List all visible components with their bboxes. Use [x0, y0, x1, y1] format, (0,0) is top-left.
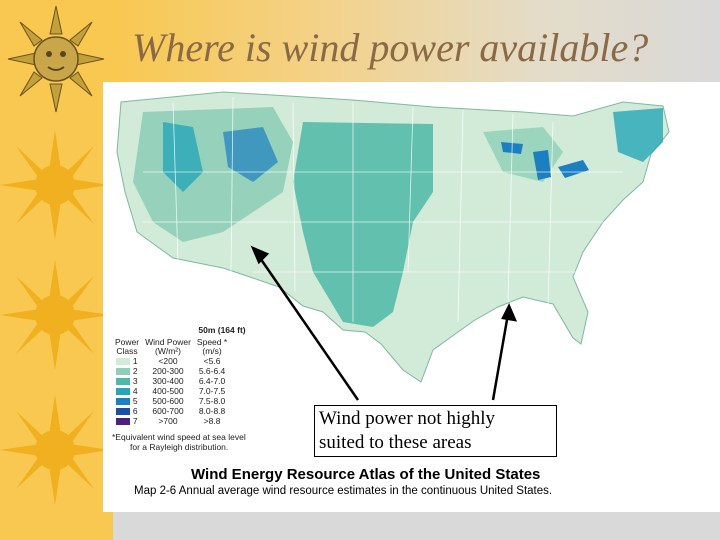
- legend-class: 2: [132, 366, 138, 376]
- legend-power: 200-300: [152, 366, 184, 376]
- sun-face-icon: [7, 5, 105, 113]
- legend-row: 4 400-500 7.0-7.5: [112, 386, 230, 396]
- arrow-southeast-head: [501, 303, 518, 322]
- legend-class: 3: [132, 376, 138, 386]
- legend-speed: 8.0-8.8: [198, 406, 226, 416]
- legend-speed: >8.8: [203, 416, 221, 426]
- legend-power: 400-500: [152, 386, 184, 396]
- annotation-arrows: [250, 245, 518, 401]
- lake-shape: [558, 160, 589, 178]
- annotation-line: Wind power not highly: [319, 408, 496, 429]
- legend-power: 600-700: [152, 406, 184, 416]
- legend-row: 7 >700 >8.8: [112, 416, 230, 426]
- map-legend: 50m (164 ft) Power Class Wind Power (W/m…: [112, 325, 302, 452]
- mountain-region: [163, 122, 203, 192]
- sun-burst-icon: [0, 395, 110, 505]
- legend-class: 7: [132, 416, 138, 426]
- legend-swatch: [116, 358, 131, 366]
- legend-speed: <5.6: [203, 356, 221, 366]
- legend-class: 1: [132, 356, 138, 366]
- sun-burst-icon: [0, 130, 110, 240]
- legend-heading: 50m (164 ft): [198, 325, 246, 335]
- arrow-west: [256, 254, 360, 401]
- sun-burst-icon: [0, 260, 110, 370]
- legend-class: 6: [132, 406, 138, 416]
- legend-header-row: Power Class Wind Power (W/m²) Speed * (m…: [112, 338, 230, 356]
- legend-swatch: [116, 368, 131, 376]
- legend-footnote-line: for a Rayleigh distribution.: [130, 442, 229, 452]
- arrow-southeast: [491, 313, 510, 401]
- legend-footnote: *Equivalent wind speed at sea level for …: [112, 432, 302, 452]
- bottom-band: [113, 512, 720, 540]
- state-boundaries: [143, 96, 623, 323]
- lake-shape: [533, 150, 551, 180]
- legend-col-header: Wind Power (W/m²): [145, 337, 191, 356]
- legend-swatch: [116, 418, 131, 426]
- legend-row: 3 300-400 6.4-7.0: [112, 376, 230, 386]
- arrow-west-head: [250, 245, 270, 265]
- annotation-box: Wind power not highly suited to these ar…: [314, 405, 557, 457]
- legend-col-header: Speed * (m/s): [196, 337, 228, 356]
- legend-class: 4: [132, 386, 138, 396]
- plains-high-wind-region: [293, 122, 433, 327]
- legend-row: 6 600-700 8.0-8.8: [112, 406, 230, 416]
- legend-swatch: [116, 398, 131, 406]
- legend-footnote-line: *Equivalent wind speed at sea level: [112, 432, 246, 442]
- legend-power: >700: [158, 416, 178, 426]
- legend-speed: 7.0-7.5: [198, 386, 226, 396]
- legend-row: 1 <200 <5.6: [112, 356, 230, 366]
- legend-swatch: [116, 408, 131, 416]
- legend-speed: 7.5-8.0: [198, 396, 226, 406]
- atlas-caption: Map 2-6 Annual average wind resource est…: [134, 485, 553, 497]
- legend-swatch: [116, 378, 131, 386]
- legend-swatch: [116, 388, 131, 396]
- legend-speed: 6.4-7.0: [198, 376, 226, 386]
- slide-title: Where is wind power available?: [132, 25, 649, 70]
- legend-col-header: Power Class: [115, 337, 140, 356]
- northeast-region: [613, 108, 663, 162]
- us-map-graphic: [116, 91, 670, 401]
- legend-row: 2 200-300 5.6-6.4: [112, 366, 230, 376]
- annotation-line: suited to these areas: [319, 432, 472, 453]
- rockies-region: [223, 127, 278, 182]
- legend-power: <200: [158, 356, 178, 366]
- title-bar: [113, 0, 720, 82]
- legend-power: 500-600: [152, 396, 184, 406]
- legend-row: 5 500-600 7.5-8.0: [112, 396, 230, 406]
- atlas-title: Wind Energy Resource Atlas of the United…: [191, 466, 541, 483]
- legend-speed: 5.6-6.4: [198, 366, 226, 376]
- legend-class: 5: [132, 396, 138, 406]
- legend-power: 300-400: [152, 376, 184, 386]
- legend-table: Power Class Wind Power (W/m²) Speed * (m…: [112, 338, 230, 427]
